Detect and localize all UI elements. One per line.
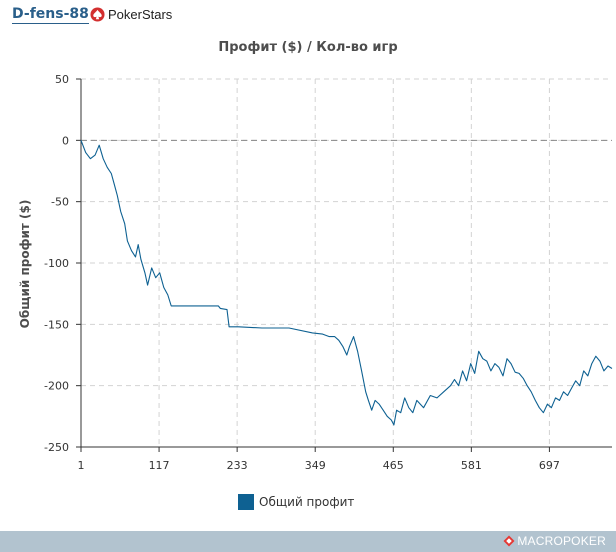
brand[interactable]: MACROPOKER <box>503 534 606 548</box>
x-tick-label: 1 <box>78 459 85 472</box>
macropoker-logo-icon <box>503 535 515 547</box>
series-line <box>80 140 613 426</box>
brand-label: MACROPOKER <box>517 534 606 548</box>
profit-chart: 50 0 -50 -100 -150 -200 -250 1 117 233 349 465 581 69… <box>44 73 613 472</box>
x-tick-label: 233 <box>227 459 248 472</box>
y-tick-label: -150 <box>44 318 69 331</box>
legend-swatch <box>238 494 254 510</box>
y-tick-label: -250 <box>44 441 69 454</box>
y-tick-label: 50 <box>55 73 69 86</box>
y-tick-label: 0 <box>62 134 69 147</box>
player-name-link[interactable]: D-fens-88 <box>12 6 89 24</box>
room-badge: PokerStars <box>90 7 172 22</box>
top-bar: D-fens-88 PokerStars <box>0 0 616 30</box>
x-tick-label: 117 <box>149 459 170 472</box>
y-tick-label: -100 <box>44 257 69 270</box>
x-tick-label: 465 <box>383 459 404 472</box>
footer-bar: MACROPOKER <box>0 531 616 552</box>
x-tick-label: 349 <box>305 459 326 472</box>
legend-label: Общий профит <box>259 495 355 509</box>
y-tick-label: -200 <box>44 380 69 393</box>
legend[interactable]: Общий профит <box>238 494 354 510</box>
pokerstars-spade-icon <box>90 7 105 22</box>
chart-title: Профит ($) / Кол-во игр <box>218 40 398 55</box>
y-tick-label: -50 <box>51 196 69 209</box>
x-tick-label: 581 <box>461 459 482 472</box>
x-tick-label: 697 <box>539 459 560 472</box>
room-label: PokerStars <box>108 7 173 22</box>
